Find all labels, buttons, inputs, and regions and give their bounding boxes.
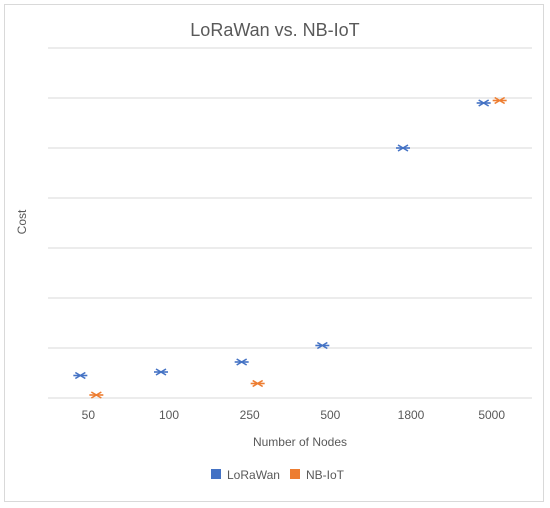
x-tick-label: 500 [320,408,340,422]
gridlines [48,47,532,399]
chart-title: LoRaWan vs. NB-IoT [190,20,359,40]
legend: LoRaWan NB-IoT [211,468,345,482]
legend-item-nbiot: NB-IoT [290,468,345,482]
data-point-lorawan [396,144,410,152]
data-point-lorawan [154,368,168,376]
data-point-lorawan [73,371,88,380]
x-tick-labels: 50 100 250 500 1800 5000 [82,408,506,422]
legend-swatch-lorawan [211,469,221,479]
chart-frame [4,4,544,502]
data-points [73,96,507,399]
x-tick-label: 250 [240,408,260,422]
legend-label-nbiot: NB-IoT [306,468,345,482]
data-point-lorawan [476,99,491,107]
x-axis-label: Number of Nodes [253,435,347,449]
x-tick-label: 1800 [398,408,425,422]
data-point-lorawan [234,358,249,366]
data-point-nb-iot [89,391,104,399]
x-tick-label: 5000 [478,408,505,422]
legend-label-lorawan: LoRaWan [227,468,280,482]
data-point-nb-iot [492,96,507,105]
data-point-lorawan [315,341,330,350]
x-tick-label: 50 [82,408,96,422]
legend-swatch-nbiot [290,469,300,479]
legend-item-lorawan: LoRaWan [211,468,280,482]
x-tick-label: 100 [159,408,179,422]
data-point-nb-iot [250,379,265,388]
y-axis-label: Cost [15,209,29,234]
